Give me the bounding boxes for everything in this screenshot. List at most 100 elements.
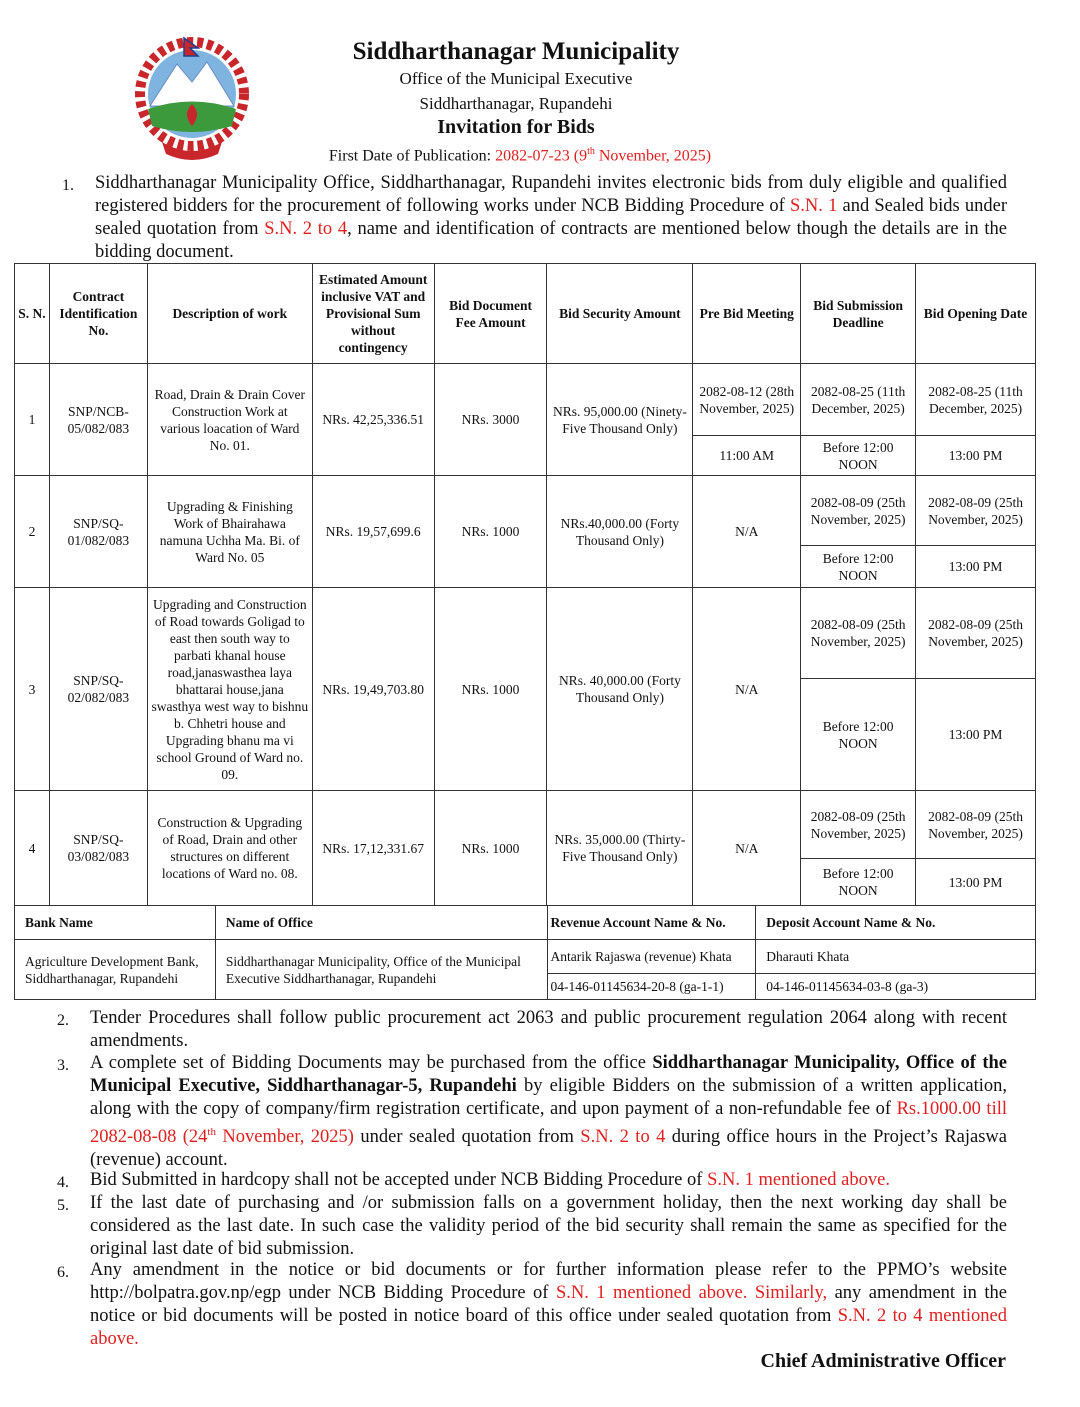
paragraph-4: Bid Submitted in hardcopy shall not be a… (90, 1169, 1007, 1192)
cell-deposit-name: Dharauti Khata (755, 939, 1036, 974)
cell-sub-date: 2082-08-25 (11th December, 2025) (800, 363, 917, 436)
text-segment: any amendment in the notice or bid docum… (90, 1283, 1007, 1326)
cell-security: NRs. 40,000.00 (Forty Thousand Only) (546, 587, 694, 791)
para-number: 3. (57, 1057, 69, 1074)
para-number: 1. (62, 177, 74, 194)
cell-sub-time: Before 12:00 NOON (800, 678, 917, 791)
cell-prebid: N/A (692, 475, 802, 588)
para-number: 4. (57, 1174, 69, 1191)
cell-open-time: 13:00 PM (915, 858, 1036, 906)
cell-prebid-date: 2082-08-12 (28th November, 2025) (692, 363, 802, 436)
text-segment: and Sealed bids under sealed quotation f… (95, 196, 1007, 239)
cell-revenue-no: 04-146-01145634-20-8 (ga-1-1) (546, 973, 757, 1000)
text-segment: If the last date of purchasing and /or s… (90, 1193, 1007, 1259)
cell-revenue-name: Antarik Rajaswa (revenue) Khata (546, 939, 757, 974)
cell-open-date: 2082-08-25 (11th December, 2025) (915, 363, 1036, 436)
cell-open-date: 2082-08-09 (25th November, 2025) (915, 587, 1036, 679)
cell-id: SNP/NCB-05/082/083 (48, 363, 148, 476)
paragraph-3: A complete set of Bidding Documents may … (90, 1052, 1007, 1172)
cell-sub-date: 2082-08-09 (25th November, 2025) (800, 587, 917, 679)
cell-deposit-no: 04-146-01145634-03-8 (ga-3) (755, 973, 1036, 1000)
cell-id: SNP/SQ-01/082/083 (48, 475, 148, 588)
text-segment: S.N. 2 to 4 mentioned above. (90, 1306, 1007, 1349)
cell-desc: Upgrading and Construction of Road towar… (146, 587, 313, 791)
cell-prebid: N/A (692, 790, 802, 906)
cell-amount: NRs. 19,49,703.80 (311, 587, 435, 791)
col-header: S. N. (14, 263, 50, 364)
signature-title: Chief Administrative Officer (760, 1350, 1007, 1372)
para-number: 6. (57, 1264, 69, 1281)
publication-date-ad: November, 2025) (594, 147, 712, 165)
col-header: Bid Document Fee Amount (433, 263, 548, 364)
col-header: Bid Submission Deadline (800, 263, 917, 364)
paragraph-5: If the last date of purchasing and /or s… (90, 1192, 1007, 1261)
publication-date-bs: 2082-07-23 (9 (495, 147, 588, 165)
cell-fee: NRs. 1000 (433, 475, 548, 588)
cell-open-time: 13:00 PM (915, 678, 1036, 791)
table-header-row: S. N. Contract Identification No. Descri… (14, 263, 1036, 364)
table-row: 1 SNP/NCB-05/082/083 Road, Drain & Drain… (14, 363, 1036, 476)
col-header: Estimated Amount inclusive VAT and Provi… (311, 263, 435, 364)
text-segment: , name and identification of contracts a… (95, 219, 1007, 262)
cell-fee: NRs. 3000 (433, 363, 548, 476)
text-segment: S.N. 2 to 4 (580, 1127, 666, 1148)
office-name: Office of the Municipal Executive (399, 69, 633, 88)
cell-security: NRs.40,000.00 (Forty Thousand Only) (546, 475, 694, 588)
cell-desc: Road, Drain & Drain Cover Construction W… (146, 363, 313, 476)
para-number: 2. (57, 1012, 69, 1029)
col-header: Description of work (146, 263, 313, 364)
publication-label: First Date of Publication: (328, 147, 496, 165)
text-segment: under sealed quotation from (353, 1127, 581, 1148)
cell-sub-date: 2082-08-09 (25th November, 2025) (800, 790, 917, 859)
paragraph-6: Any amendment in the notice or bid docum… (90, 1259, 1007, 1351)
cell-sn: 2 (14, 475, 50, 588)
cell-sub-time: Before 12:00 NOON (800, 545, 917, 588)
cell-office-name: Siddharthanagar Municipality, Office of … (214, 939, 548, 1000)
cell-sn: 1 (14, 363, 50, 476)
cell-fee: NRs. 1000 (433, 587, 548, 791)
table-row-sub: Before 12:00 NOON 13:00 PM (15, 545, 1036, 588)
cell-open-date: 2082-08-09 (25th November, 2025) (915, 475, 1036, 546)
cell-security: NRs. 35,000.00 (Thirty-Five Thousand Onl… (546, 790, 694, 906)
office-address: Siddharthanagar, Rupandehi (419, 94, 613, 113)
text-segment: by eligible Bidders on the submission of… (90, 1076, 1007, 1119)
cell-id: SNP/SQ-02/082/083 (48, 587, 148, 791)
cell-desc: Construction & Upgrading of Road, Drain … (146, 790, 313, 906)
cell-open-time: 13:00 PM (915, 435, 1036, 476)
cell-sub-time: Before 12:00 NOON (800, 858, 917, 906)
cell-open-date: 2082-08-09 (25th November, 2025) (915, 790, 1036, 859)
text-segment: Bid Submitted in hardcopy shall not be a… (90, 1170, 708, 1190)
cell-sub-time: Before 12:00 NOON (800, 435, 917, 476)
text-segment: S.N. 1 mentioned above. (707, 1170, 890, 1190)
col-header: Bank Name (14, 905, 216, 940)
col-header: Pre Bid Meeting (692, 263, 802, 364)
text-segment: Tender Procedures shall follow public pr… (90, 1008, 1007, 1051)
cell-security: NRs. 95,000.00 (Ninety-Five Thousand Onl… (546, 363, 694, 476)
publication-date: First Date of Publication: 2082-07-23 (9… (280, 146, 760, 165)
text-segment: Siddharthanagar Municipality, Office of … (90, 1053, 1007, 1096)
col-header: Revenue Account Name & No. (546, 905, 757, 940)
bank-header-row: Bank Name Name of Office Revenue Account… (14, 905, 1036, 940)
text-segment: th (207, 1126, 216, 1138)
col-header: Bid Security Amount (546, 263, 694, 364)
cell-open-time: 13:00 PM (915, 545, 1036, 588)
cell-amount: NRs. 17,12,331.67 (311, 790, 435, 906)
table-row-sub: Before 12:00 NOON 13:00 PM (15, 678, 1036, 791)
cell-sub-date: 2082-08-09 (25th November, 2025) (800, 475, 917, 546)
nepal-emblem-logo (122, 34, 262, 164)
text-segment: Any amendment in the notice or bid docum… (90, 1260, 1007, 1303)
paragraph-2: Tender Procedures shall follow public pr… (90, 1007, 1007, 1053)
cell-bank-name: Agriculture Development Bank, Siddhartha… (14, 939, 216, 1000)
para-number: 5. (57, 1197, 69, 1214)
cell-prebid: N/A (692, 587, 802, 791)
text-segment: Siddharthanagar Municipality Office, Sid… (95, 173, 1007, 216)
bank-row-sub: 04-146-01145634-20-8 (ga-1-1) 04-146-011… (15, 973, 1036, 1000)
cell-sn: 3 (14, 587, 50, 791)
text-segment: November, 2025) (215, 1127, 354, 1148)
table-row: 2 SNP/SQ-01/082/083 Upgrading & Finishin… (14, 475, 1036, 588)
col-header: Contract Identification No. (48, 263, 148, 364)
contracts-table: S. N. Contract Identification No. Descri… (14, 263, 1036, 906)
cell-fee: NRs. 1000 (433, 790, 548, 906)
table-row-sub: Before 12:00 NOON 13:00 PM (15, 858, 1036, 906)
col-header: Name of Office (214, 905, 548, 940)
